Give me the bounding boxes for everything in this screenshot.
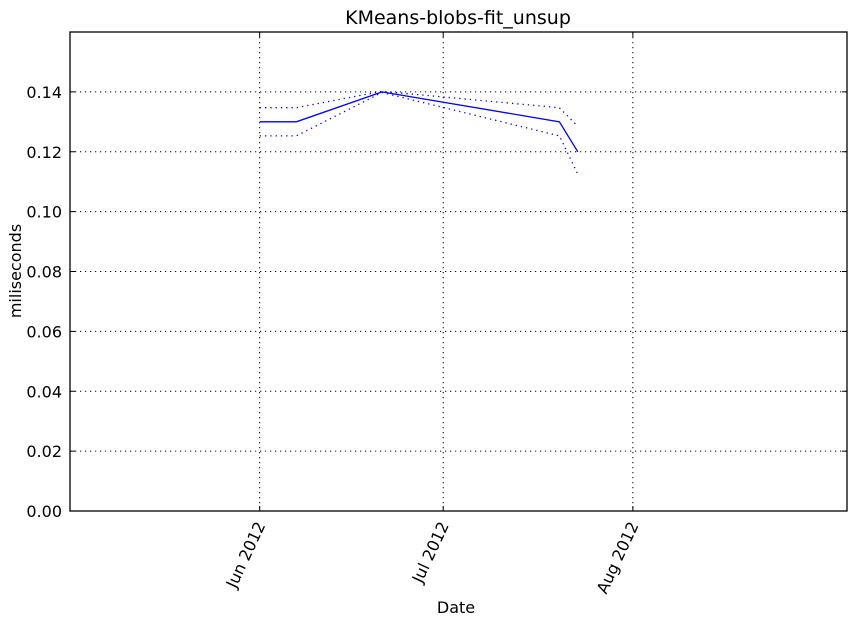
- plot-frame: [69, 31, 848, 512]
- y-axis-title: miliseconds: [6, 224, 25, 318]
- series-line-upper: [259, 90, 579, 127]
- y-tick-label: 0.10: [26, 203, 62, 222]
- y-tick-label: 0.00: [26, 502, 62, 521]
- ticks: 0.00 0.02 0.04 0.06 0.08 0.10 0.12 0.14 Jun 2012…: [26, 32, 847, 597]
- y-tick-label: 0.06: [26, 322, 62, 341]
- y-tick-label: 0.08: [26, 263, 62, 282]
- y-tick-label: 0.14: [26, 83, 62, 102]
- grid: [70, 32, 847, 512]
- y-tick-label: 0.12: [26, 143, 62, 162]
- series-layer: [259, 90, 579, 175]
- chart-title: KMeans-blobs-fit_unsup: [345, 7, 571, 29]
- x-tick-label: Aug 2012: [593, 519, 643, 597]
- y-tick-label: 0.04: [26, 382, 62, 401]
- y-tick-label: 0.02: [26, 442, 62, 461]
- x-axis-title: Date: [437, 598, 475, 617]
- x-tick-label: Jun 2012: [222, 519, 270, 592]
- x-tick-label: Jul 2012: [408, 519, 453, 587]
- series-line-lower: [259, 91, 579, 175]
